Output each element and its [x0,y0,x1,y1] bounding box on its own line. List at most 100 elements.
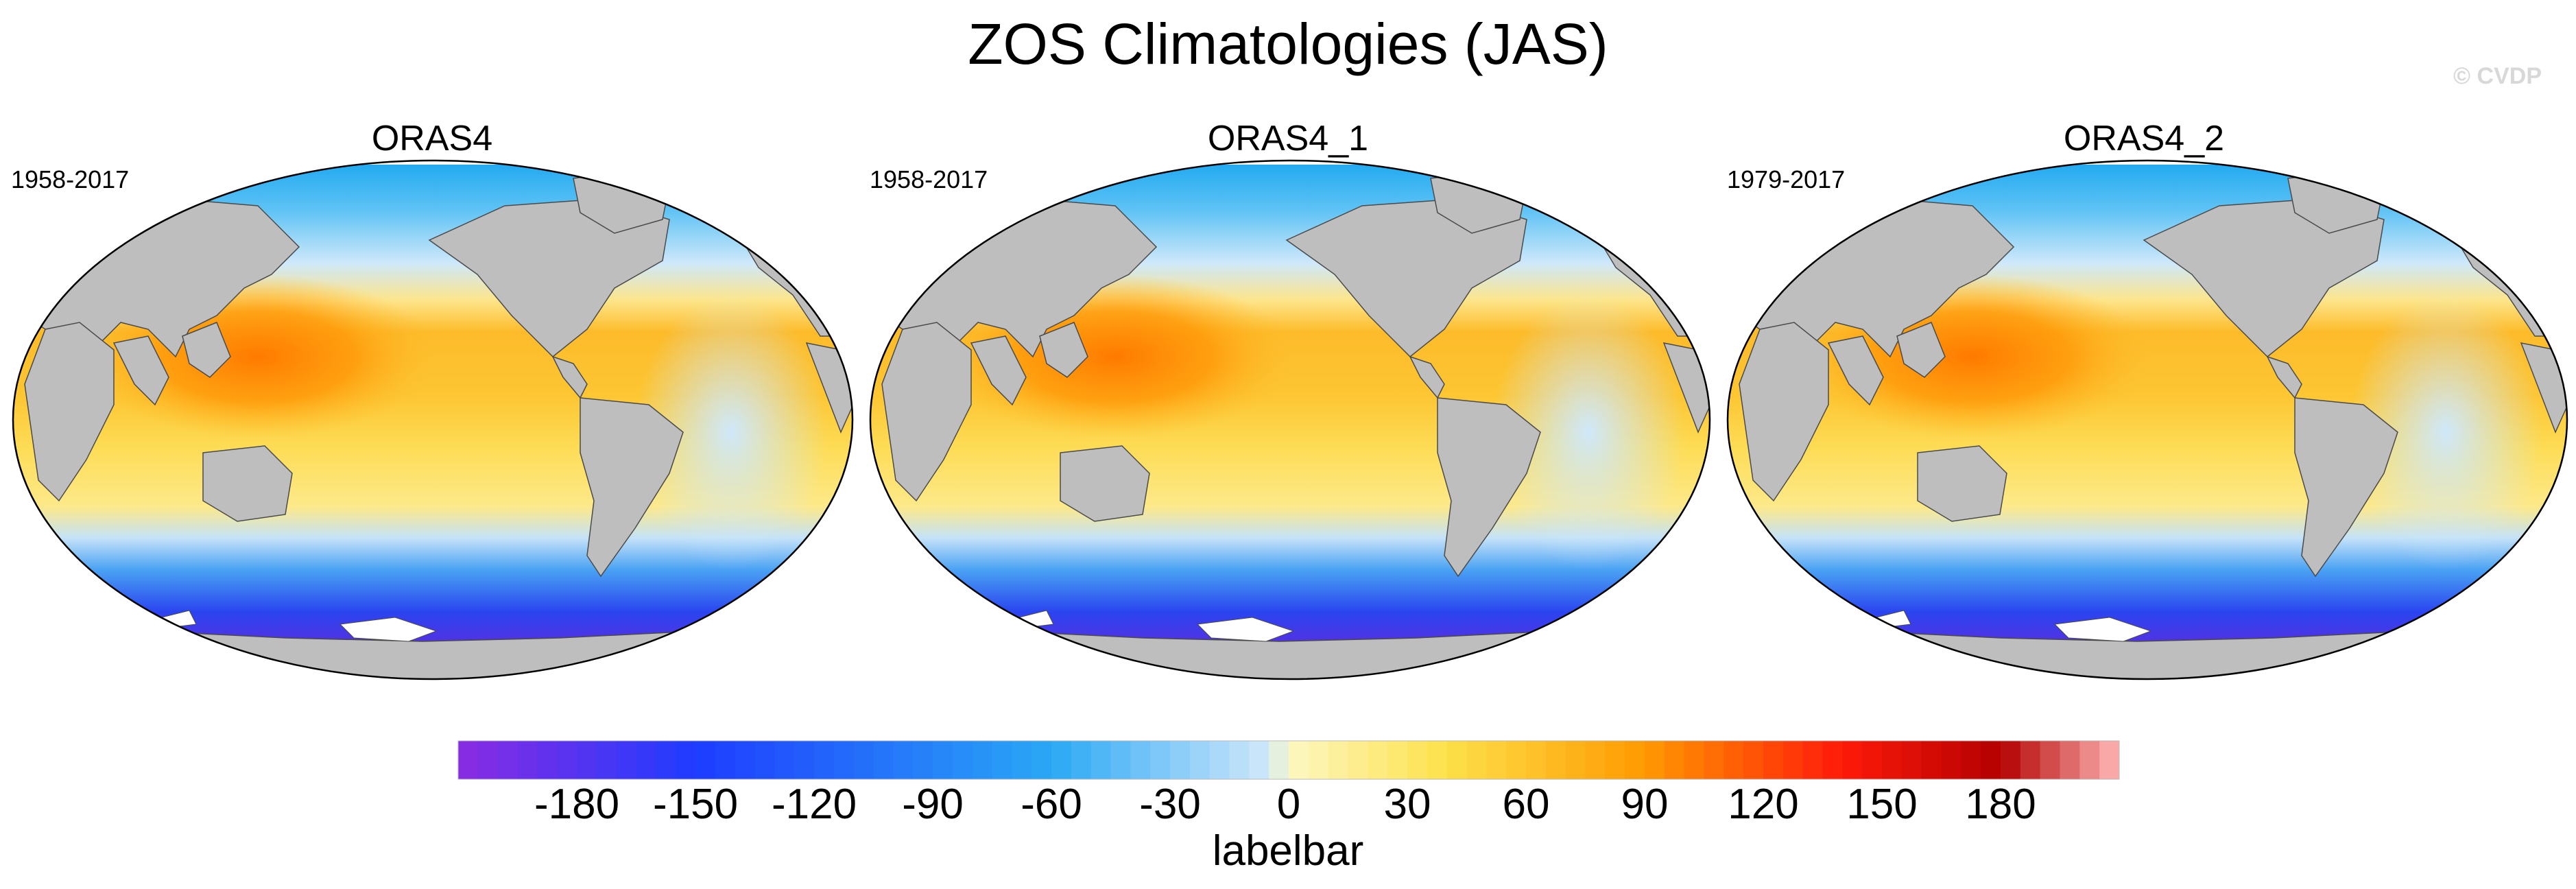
colorbar-swatch [1724,741,1744,779]
colorbar-tick: -150 [652,781,739,828]
colorbar-swatch [992,741,1012,779]
colorbar-swatch [1229,741,1250,779]
colorbar-swatch [1625,741,1645,779]
colorbar-swatch [1842,741,1863,779]
colorbar-swatch [477,741,499,779]
colorbar-swatch [873,741,894,779]
colorbar-swatch [1328,741,1348,779]
colorbar-swatch [1704,741,1724,779]
colorbar-swatch [1368,741,1388,779]
colorbar-swatch [676,741,696,779]
colorbar-swatch [1486,741,1507,779]
colorbar-swatch [1308,741,1329,779]
colorbar-swatch [1090,741,1111,779]
map-panel-oras4-1 [868,158,1712,686]
colorbar-swatch [853,741,874,779]
colorbar-tick: -180 [534,781,620,828]
colorbar-swatch [1031,741,1052,779]
colorbar-label: labelbar [1212,827,1364,875]
panel-title-oras4: ORAS4 [371,119,493,158]
colorbar-swatch [537,741,558,779]
colorbar-swatch [1822,741,1843,779]
colorbar-tick: -30 [1139,781,1201,828]
colorbar-tick: 0 [1276,781,1301,828]
colorbar-swatch [1427,741,1448,779]
colorbar-swatch [1506,741,1527,779]
colorbar-swatch [833,741,855,779]
colorbar-swatch [1763,741,1784,779]
colorbar-swatch [1071,741,1092,779]
colorbar-swatch [735,741,755,779]
colorbar-swatch [1802,741,1823,779]
colorbar-swatch [596,741,617,779]
colorbar-tick: 150 [1846,781,1918,828]
figure-title: ZOS Climatologies (JAS) [968,12,1608,76]
colorbar-tick: 60 [1502,781,1550,828]
colorbar-swatch [913,741,933,779]
colorbar-swatch [517,741,538,779]
colorbar-swatch [656,741,676,779]
map-panel-oras4 [11,158,855,686]
colorbar-swatch [1387,741,1408,779]
colorbar-swatch [1961,741,1981,779]
period-label-oras4: 1958-2017 [11,165,130,193]
colorbar-swatch [1189,741,1211,779]
colorbar-swatch [1170,741,1191,779]
colorbar-swatch [2020,741,2041,779]
panel-title-oras4-1: ORAS4_1 [1207,119,1369,158]
colorbar-tick: 90 [1621,781,1669,828]
colorbar-swatch [1664,741,1685,779]
colorbar-swatch [458,741,479,779]
colorbar-swatch [972,741,992,779]
colorbar-swatch [1289,741,1309,779]
colorbar-swatch [2099,741,2120,779]
colorbar-tick: 120 [1728,781,1799,828]
colorbar-swatch [2079,741,2100,779]
colorbar-swatch [952,741,973,779]
colorbar-swatch [1941,741,1961,779]
colorbar-swatch [1684,741,1704,779]
colorbar-swatch [1862,741,1883,779]
map-panel-oras4-2 [1726,158,2569,686]
colorbar-swatch [2001,741,2021,779]
colorbar-tick: -120 [771,781,857,828]
colorbar-swatch [1269,741,1289,779]
colorbar-swatch [2060,741,2080,779]
colorbar-swatch [1150,741,1171,779]
colorbar-swatch [1605,741,1625,779]
colorbar-swatch [933,741,953,779]
panel-title-oras4-2: ORAS4_2 [2063,119,2225,158]
colorbar-swatch [1110,741,1131,779]
colorbar-swatch [1981,741,2001,779]
colorbar-tick: -60 [1021,781,1082,828]
colorbar-swatch [1526,741,1547,779]
colorbar-swatch [814,741,835,779]
colorbar-swatch [893,741,914,779]
colorbar-swatch [1130,741,1151,779]
colorbar-swatch [1012,741,1032,779]
colorbar-swatch [1921,741,1942,779]
colorbar-frame [457,740,2120,780]
colorbar-swatch [1645,741,1665,779]
colorbar-swatch [1249,741,1269,779]
colorbar-swatch [695,741,716,779]
colorbar-swatch [1901,741,1922,779]
colorbar-swatch [557,741,577,779]
colorbar-swatch [1407,741,1428,779]
colorbar-tick: 30 [1383,781,1431,828]
colorbar-swatch [1348,741,1368,779]
colorbar-swatch [1743,741,1764,779]
colorbar-swatch [794,741,815,779]
colorbar-tick: 180 [1965,781,2036,828]
colorbar-swatch [577,741,597,779]
colorbar-swatch [2040,741,2060,779]
colorbar-swatch [1545,741,1566,779]
colorbar-swatch [754,741,775,779]
colorbar-swatch [1446,741,1467,779]
colorbar-tick: -90 [902,781,964,828]
colorbar-swatch [1782,741,1804,779]
colorbar-swatch [1209,741,1230,779]
colorbar-swatch [636,741,656,779]
colorbar-swatch [1466,741,1487,779]
colorbar-swatch [1565,741,1586,779]
